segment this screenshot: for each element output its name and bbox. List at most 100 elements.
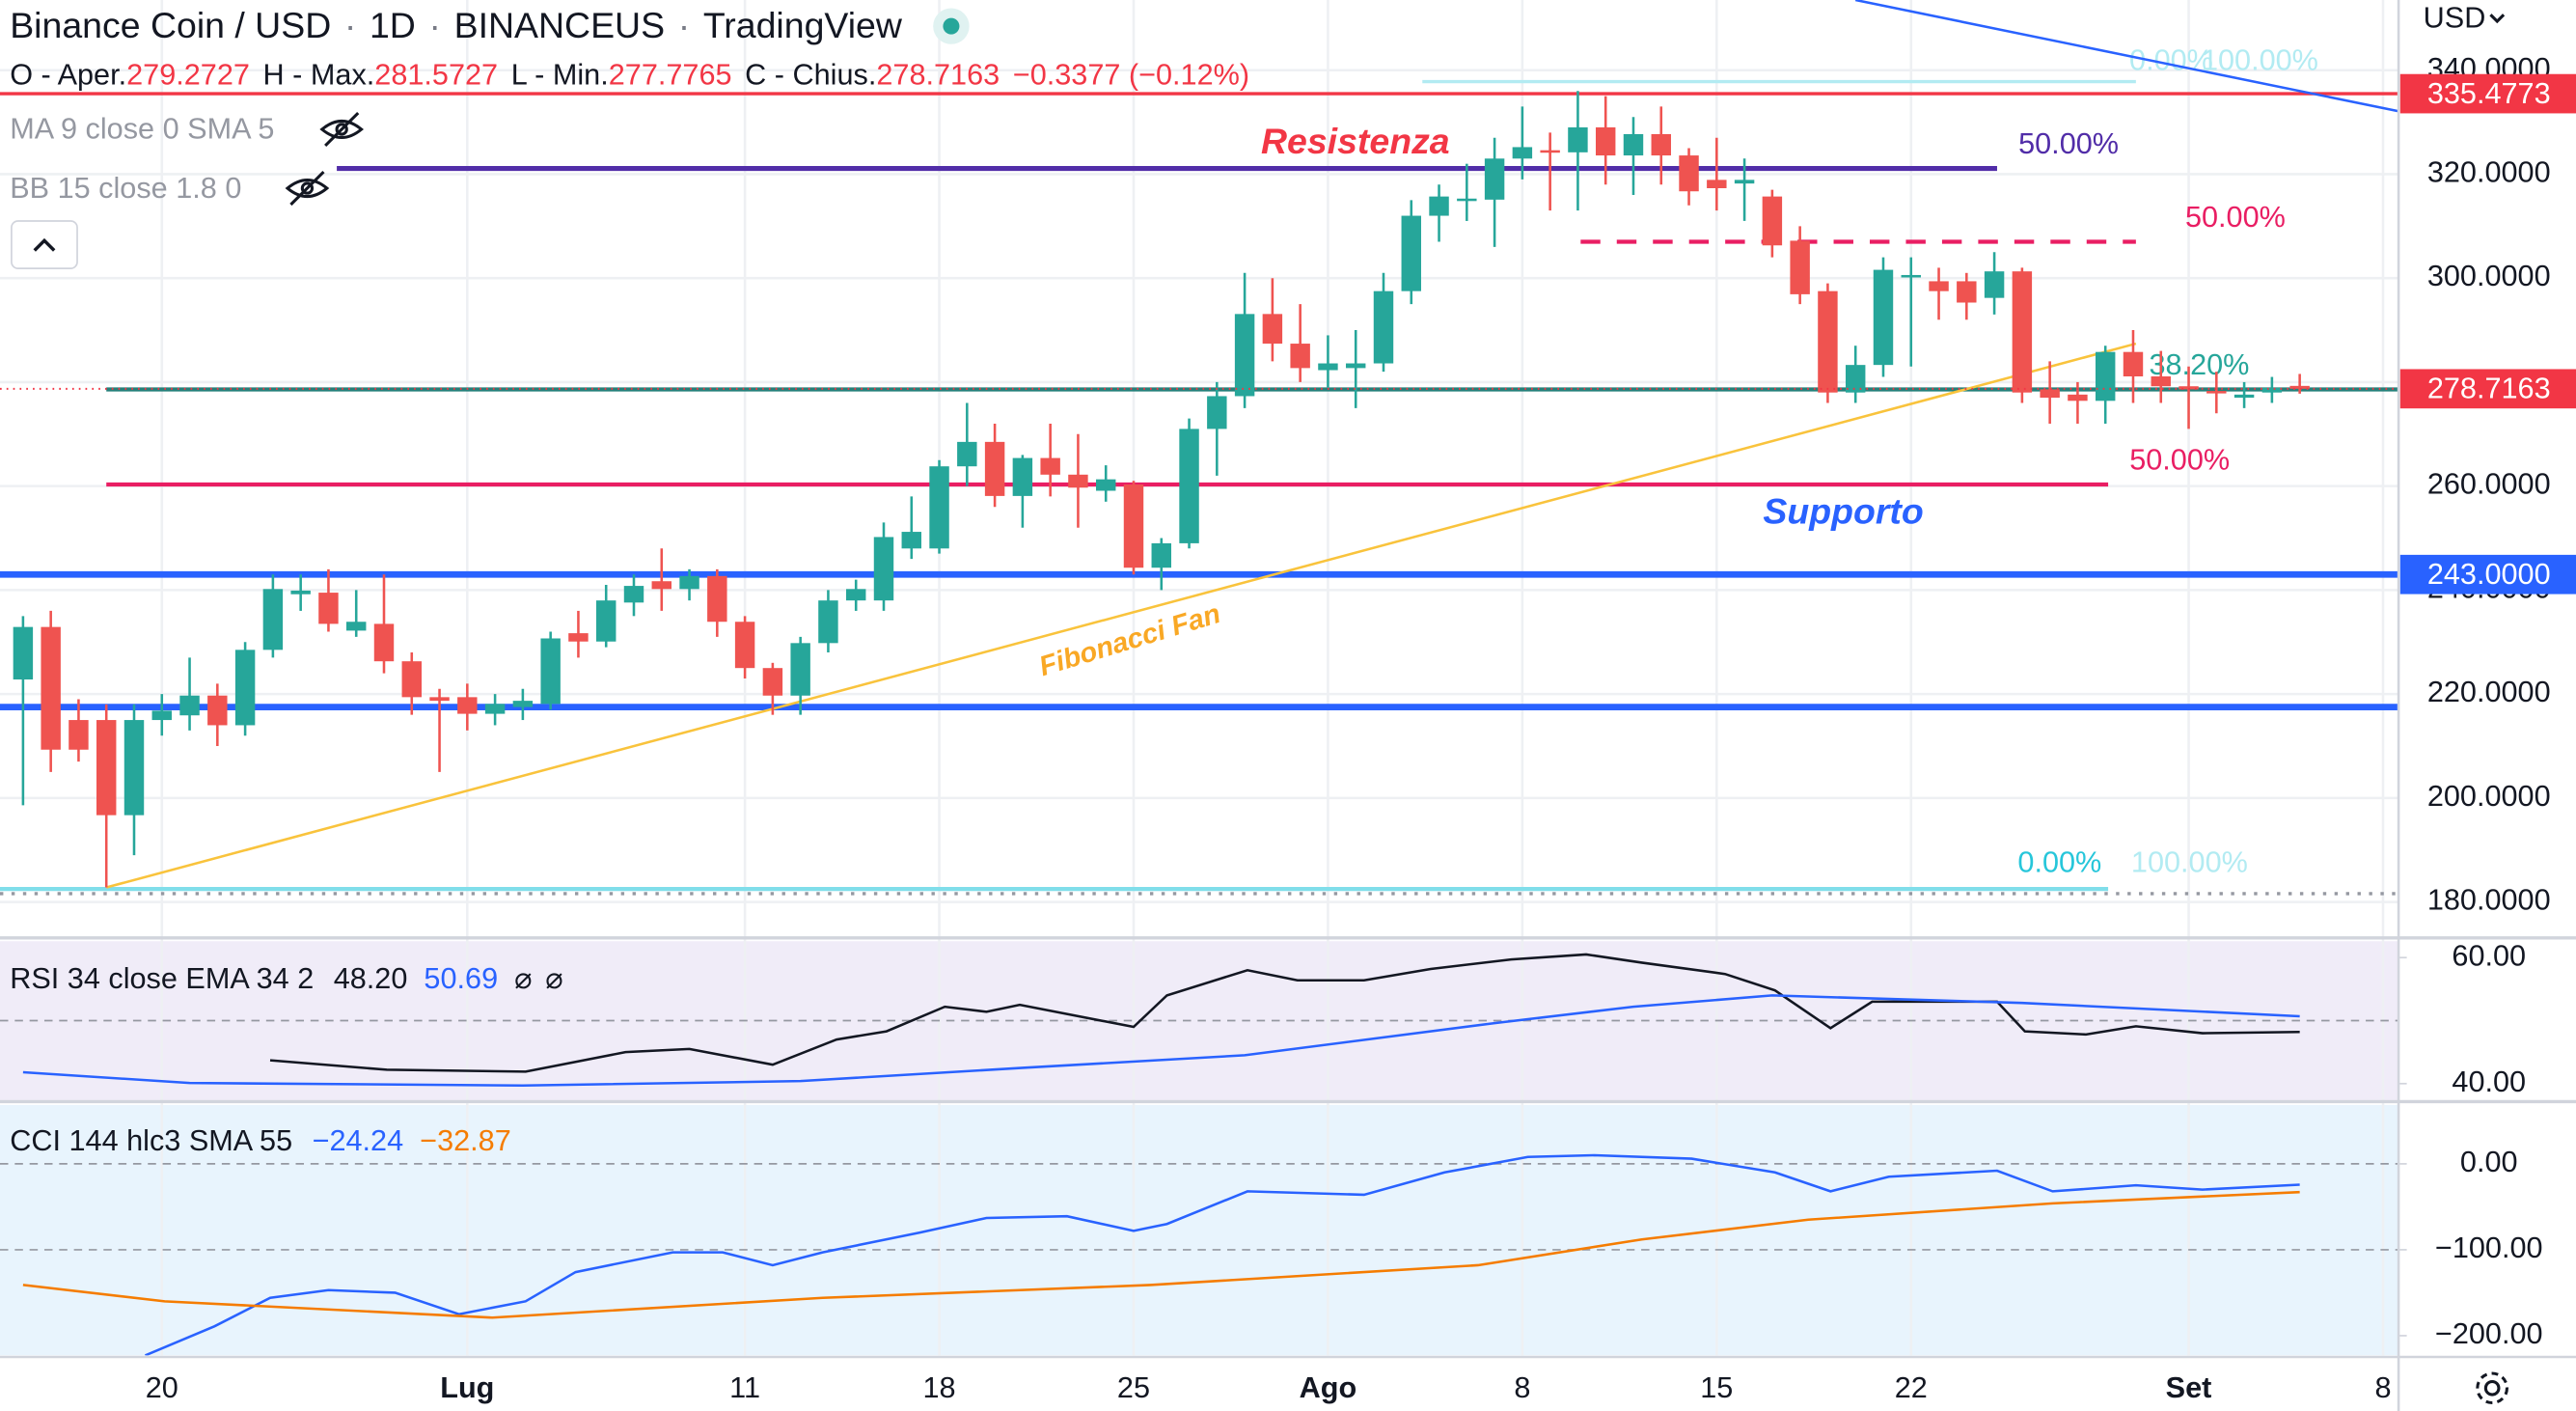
candle-body [1095,479,1116,491]
candle-body [1790,240,1810,294]
candle-body [2206,391,2227,394]
y-tick-label: 300.0000 [2427,260,2551,292]
candle-body [1734,180,1755,184]
y-tick-label: −200.00 [2435,1317,2543,1350]
change: −0.3377 (−0.12%) [1013,59,1249,92]
low-value: 277.7765 [609,59,732,92]
candle-body [2233,394,2255,399]
open-label: O - Aper. [10,59,126,92]
x-tick-label: 18 [923,1371,956,1404]
icon: ⌀ [545,962,562,995]
candle-body [1679,155,1699,192]
candle-body [96,720,117,816]
high-label: H - Max. [263,59,375,92]
x-tick-label: 15 [1700,1371,1733,1404]
candle-body [568,633,589,642]
collapse-button[interactable] [11,220,78,270]
candle-body [123,720,145,816]
candle-body [1929,281,1949,291]
candle-body [1068,474,1088,488]
candle-body [2261,387,2283,393]
y-tick-label: 60.00 [2452,939,2526,972]
y-tick-label: 0.00 [2460,1146,2518,1178]
drawing-line [1854,0,2399,113]
drawing-label: 50.00% [2018,127,2119,160]
sep: · [678,5,690,45]
candle-body [1318,363,1338,371]
axes: 20 Lug 11 18 25 Ago 8 15 22 Set 8 180.0000 200.0000 2… [146,52,2576,1404]
x-tick-label: 8 [1514,1371,1530,1404]
drawing-label: 100.00% [2131,846,2248,879]
candle-body [2289,385,2310,389]
settings-icon[interactable] [2476,1371,2509,1405]
level-tag-bg [2399,554,2576,595]
source: TradingView [703,5,903,45]
candle-body [41,626,61,750]
annotation: Fibonacci Fan [1035,598,1223,682]
main-pane: 50.00%50.00%50.00%0.00%100.00%0.00% 100.0… [0,0,2399,896]
candle-body [2095,351,2116,401]
candle-body [1290,344,1310,369]
eye-icon[interactable] [319,111,365,148]
candle-body [1568,126,1588,152]
candle-body [1123,484,1144,568]
x-tick-label: 20 [146,1371,178,1404]
rsi-title: RSI 34 close EMA 34 2 [10,962,314,995]
candle-body [1623,133,1644,156]
candle-body [1484,158,1505,200]
currency[interactable]: USD [2424,1,2486,34]
cci-legend: CCI 144 hlc3 SMA 55 −24.24 −32.87 [10,1124,511,1157]
chevron-up [33,237,56,252]
drawing-label: 50.00% [2185,201,2286,234]
rsi-ema-value: 50.69 [424,962,498,995]
candle-body [1207,396,1227,429]
eye-icon[interactable] [285,171,330,207]
candle-body [679,575,699,590]
drawing-label: 50.00% [2129,443,2230,476]
candle-body [734,622,755,669]
annotation: Supporto [1763,490,1923,531]
candle-body [179,695,200,716]
candle-body [540,638,561,705]
candle-body [1401,215,1421,291]
candle-body [373,623,395,662]
sep: · [344,5,356,45]
indicator-line [145,1153,2300,1356]
rsi-value: 48.20 [334,962,408,995]
candle-body [957,441,977,467]
candle-body [1818,290,1838,393]
indicator-line [269,953,2300,1073]
x-tick-label: Ago [1300,1371,1357,1404]
currency-chevron [2489,14,2506,24]
drawing-label: 0.00% [2017,846,2101,879]
annotation: Resistenza [1261,121,1450,161]
candle-body [1595,126,1616,156]
candle-body [790,643,810,696]
candle-body [262,589,284,650]
high-value: 281.5727 [374,59,498,92]
candle-body [13,626,34,680]
candle-body [207,695,228,726]
candle-body [1457,198,1477,202]
y-tick-label: 180.0000 [2427,884,2551,917]
open-value: 279.2727 [126,59,250,92]
cci-value: −24.24 [313,1124,404,1157]
price-tag-bg [2399,369,2576,409]
candle-body [318,593,339,624]
y-tick-label: −100.00 [2435,1231,2543,1264]
candle-body [1151,542,1171,568]
x-tick-label: 8 [2374,1371,2391,1404]
candle-body [1345,363,1366,369]
candle-body [595,600,617,642]
y-tick-label: 40.00 [2452,1065,2526,1098]
candle-body [984,441,1005,496]
candle-body [2012,271,2033,393]
candle-body [2123,351,2144,376]
close-value: 278.7163 [876,59,1000,92]
level-tag: 335.4773 [2427,77,2551,110]
candle-body [1957,281,1977,303]
candle-body [151,710,172,721]
cci-sma-value: −32.87 [420,1124,511,1157]
